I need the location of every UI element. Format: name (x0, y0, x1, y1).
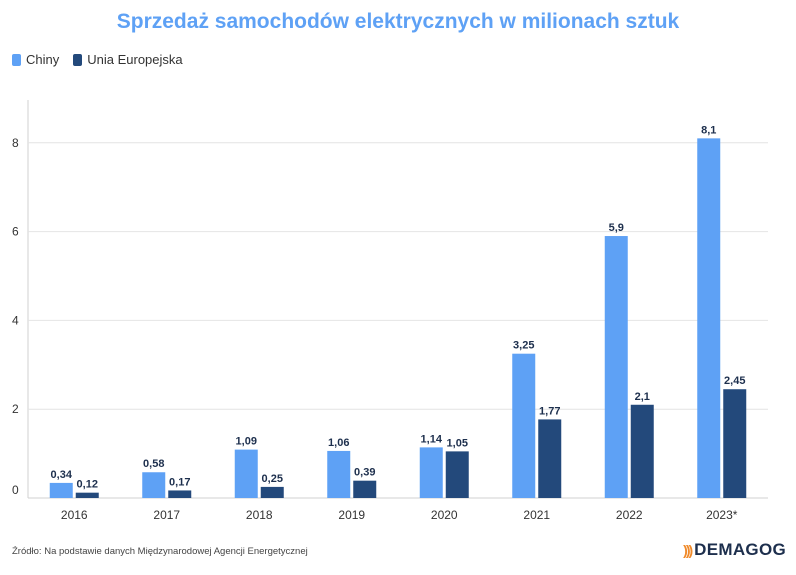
data-label: 3,25 (513, 340, 534, 352)
bar-chiny-2019 (327, 450, 351, 498)
legend-label-ue: Unia Europejska (87, 52, 183, 67)
bar-ue-2019 (353, 480, 377, 498)
bar-chiny-2020 (419, 447, 443, 498)
data-label: 2,1 (635, 391, 650, 403)
data-label: 8,1 (701, 124, 716, 136)
bar-chiny-2021 (512, 353, 536, 498)
signal-icon: ))) (683, 542, 693, 558)
bar-ue-2021 (538, 419, 562, 498)
source-note: Źródło: Na podstawie danych Międzynarodo… (12, 546, 308, 557)
x-tick-label: 2018 (246, 508, 273, 522)
bar-ue-2018 (260, 486, 284, 498)
chart-title: Sprzedaż samochodów elektrycznych w mili… (116, 10, 680, 33)
data-label: 0,25 (262, 473, 283, 485)
legend-swatch-ue (73, 53, 83, 66)
data-label: 1,05 (447, 437, 468, 449)
data-label: 0,34 (51, 469, 73, 481)
brand-logo: ))) DEMAGOG (683, 540, 786, 560)
x-tick-label: 2016 (61, 508, 88, 522)
x-tick-label: 2022 (616, 508, 643, 522)
data-label: 1,09 (236, 436, 257, 448)
bar-chiny-2017 (142, 472, 166, 498)
y-tick-label: 2 (12, 402, 19, 416)
x-tick-label: 2020 (431, 508, 458, 522)
legend-label-chiny: Chiny (26, 52, 60, 67)
y-tick-label: 4 (12, 313, 19, 327)
data-label: 2,45 (724, 375, 745, 387)
legend-swatch-chiny (12, 53, 21, 66)
bar-ue-2020 (445, 451, 469, 498)
y-tick-label: 8 (12, 136, 19, 150)
x-tick-label: 2021 (523, 508, 550, 522)
brand-name: DEMAGOG (694, 540, 786, 559)
legend: Chiny Unia Europejska (12, 52, 197, 67)
bar-chiny-2016 (49, 482, 73, 498)
x-tick-label: 2017 (153, 508, 180, 522)
y-tick-label: 0 (12, 483, 19, 497)
data-label: 0,58 (143, 458, 164, 470)
bar-ue-2022 (630, 404, 654, 498)
data-label: 5,9 (609, 222, 624, 234)
bar-ue-2017 (168, 490, 192, 498)
data-label: 0,17 (169, 476, 190, 488)
data-label: 0,39 (354, 467, 375, 479)
x-tick-label: 2023* (706, 508, 738, 522)
bar-chiny-2023 (697, 138, 721, 499)
data-label: 1,06 (328, 437, 349, 449)
bar-chiny-2022 (604, 236, 628, 499)
data-label: 1,14 (421, 433, 443, 445)
x-tick-label: 2019 (338, 508, 365, 522)
bar-ue-2023 (723, 389, 747, 498)
legend-item-ue[interactable]: Unia Europejska (73, 52, 183, 67)
y-tick-label: 6 (12, 225, 19, 239)
data-label: 1,77 (539, 405, 560, 417)
bar-ue-2016 (75, 492, 99, 498)
legend-item-chiny[interactable]: Chiny (12, 52, 59, 67)
bar-chiny-2018 (234, 449, 258, 498)
data-label: 0,12 (77, 479, 98, 491)
